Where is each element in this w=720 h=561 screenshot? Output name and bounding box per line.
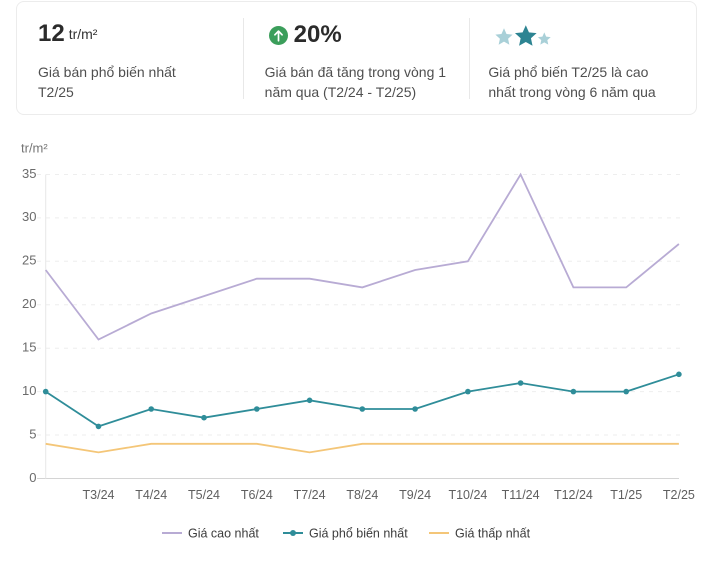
svg-text:0: 0 [29,470,36,485]
svg-text:T6/24: T6/24 [241,488,273,502]
svg-text:Giá thấp nhất: Giá thấp nhất [455,527,531,541]
svg-text:T12/24: T12/24 [554,488,593,502]
svg-text:T5/24: T5/24 [188,488,220,502]
svg-text:T9/24: T9/24 [399,488,431,502]
svg-text:Giá phổ biến nhất: Giá phổ biến nhất [309,527,408,541]
svg-text:5: 5 [29,426,36,441]
svg-text:Giá cao nhất: Giá cao nhất [188,527,259,541]
svg-text:T2/25: T2/25 [663,488,695,502]
svg-text:tr/m²: tr/m² [21,141,48,156]
svg-text:30: 30 [22,209,36,224]
svg-text:25: 25 [22,253,36,268]
svg-text:T4/24: T4/24 [135,488,167,502]
svg-text:T8/24: T8/24 [346,488,378,502]
svg-text:T1/25: T1/25 [610,488,642,502]
svg-text:20: 20 [22,296,36,311]
svg-text:35: 35 [22,166,36,181]
svg-text:10: 10 [22,383,36,398]
svg-text:15: 15 [22,340,36,355]
svg-text:T3/24: T3/24 [83,488,115,502]
svg-text:T10/24: T10/24 [448,488,487,502]
svg-text:T11/24: T11/24 [502,488,540,502]
svg-text:T7/24: T7/24 [294,488,326,502]
